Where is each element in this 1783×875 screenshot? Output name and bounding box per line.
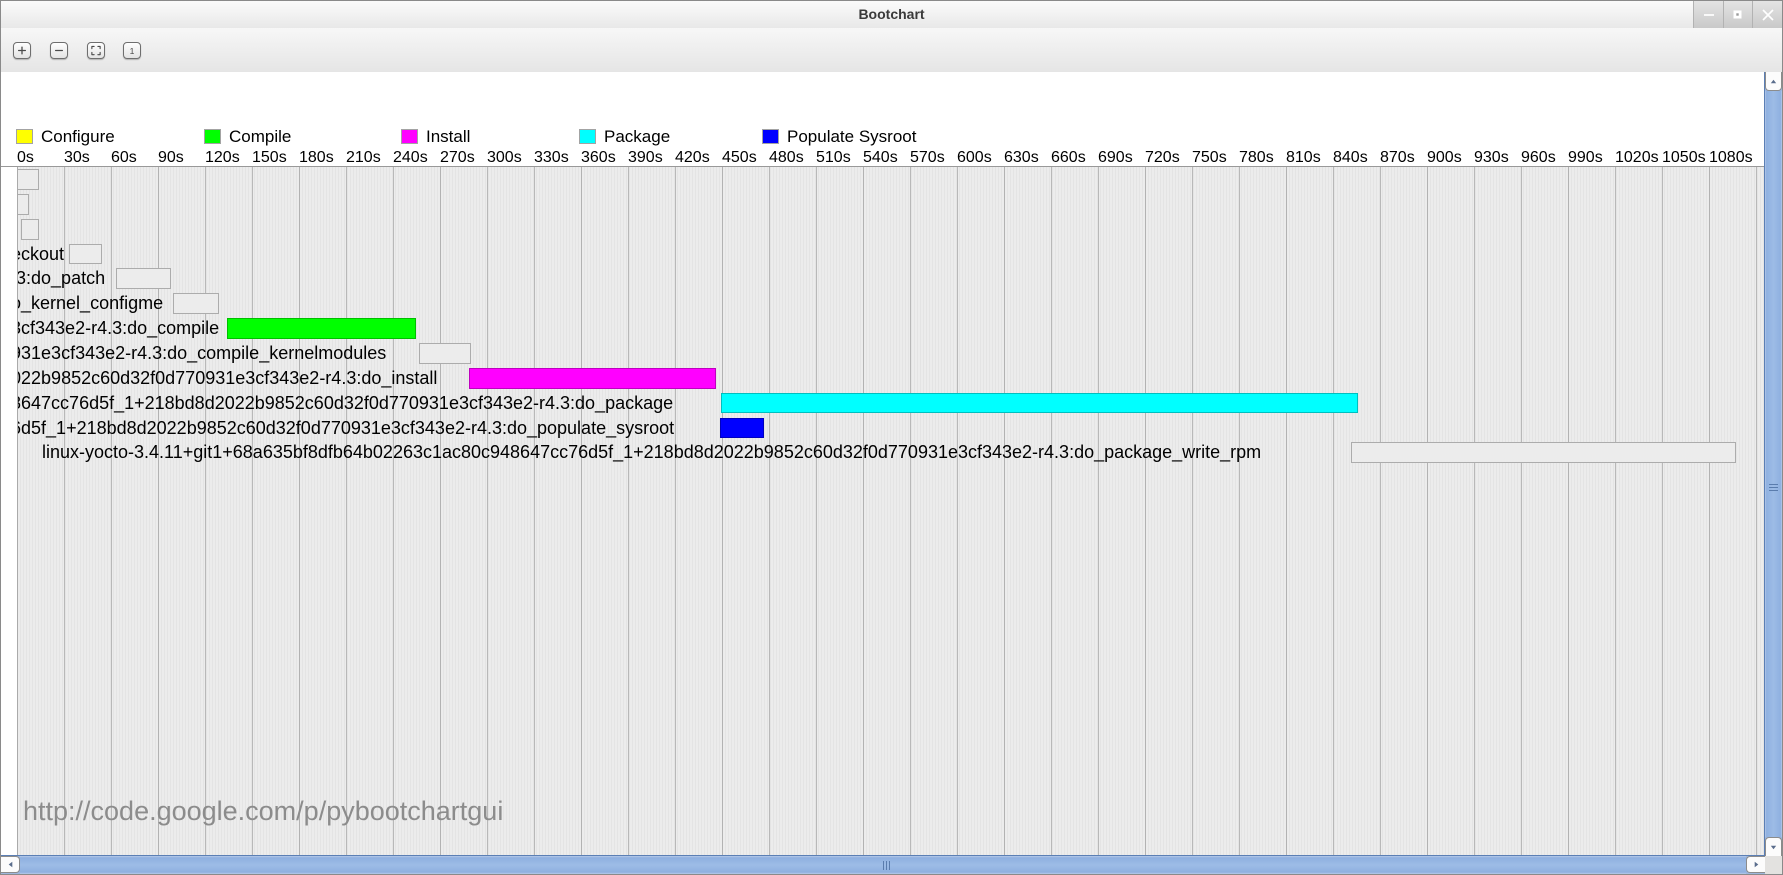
svg-text:1: 1 <box>130 46 135 56</box>
